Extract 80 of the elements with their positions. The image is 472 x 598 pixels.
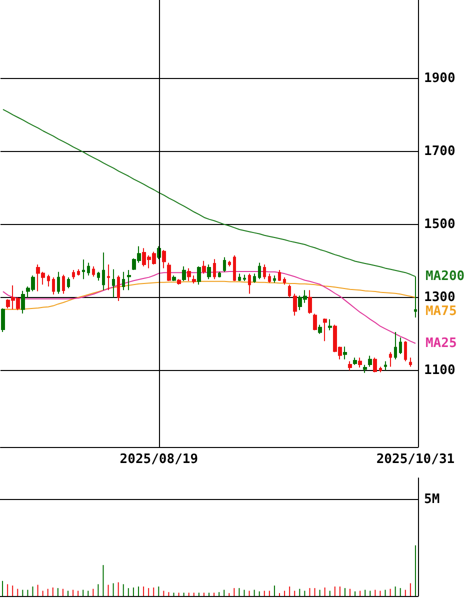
candlestick xyxy=(348,360,352,371)
candlestick xyxy=(52,276,55,295)
y-tick-label: 1300 xyxy=(424,290,456,305)
candlestick xyxy=(182,266,186,282)
y-tick-label: 1100 xyxy=(424,362,456,378)
candlestick xyxy=(414,276,417,318)
candlestick xyxy=(77,268,80,276)
candlestick xyxy=(228,260,231,267)
candlestick xyxy=(248,273,251,294)
candlestick xyxy=(323,318,327,342)
candlestick xyxy=(102,252,105,291)
candlestick xyxy=(112,268,115,298)
x-tick-label: 2025/08/19 xyxy=(120,452,198,467)
candlestick xyxy=(167,262,171,282)
candlestick xyxy=(92,266,95,278)
candlestick xyxy=(187,268,191,282)
candlestick xyxy=(384,360,387,371)
candlestick xyxy=(192,275,196,284)
candlestick xyxy=(363,364,367,374)
candlestick xyxy=(197,266,201,286)
candlestick xyxy=(243,274,246,282)
candlestick xyxy=(368,355,372,368)
candlestick xyxy=(97,271,100,282)
candlestick xyxy=(238,273,241,282)
candlestick xyxy=(409,357,412,368)
candlestick xyxy=(394,332,397,360)
candlestick xyxy=(57,271,60,294)
candlestick xyxy=(218,271,221,278)
candlestick xyxy=(127,270,131,291)
candlestick xyxy=(202,260,206,274)
candlestick xyxy=(162,249,166,269)
candlestick xyxy=(87,262,90,276)
candlestick xyxy=(308,290,312,314)
series-label: MA200 xyxy=(425,269,465,284)
candlestick xyxy=(223,256,226,272)
candlestick xyxy=(1,308,5,333)
y-tick-label: 1700 xyxy=(424,144,456,159)
candlestick xyxy=(404,340,407,362)
candlestick xyxy=(278,270,281,282)
candlestick xyxy=(358,357,362,368)
candlestick xyxy=(177,278,181,286)
y-tick-label: 1900 xyxy=(424,70,456,86)
candlestick xyxy=(82,258,85,280)
candlestick xyxy=(21,290,25,314)
candlestick xyxy=(117,275,120,302)
candlestick xyxy=(268,273,271,284)
candlestick xyxy=(273,275,276,284)
candlestick xyxy=(233,254,236,282)
candlestick xyxy=(263,264,266,280)
candlestick xyxy=(72,270,75,280)
candlestick xyxy=(288,284,291,298)
candlestick xyxy=(122,271,125,291)
candlestick xyxy=(313,313,317,331)
candlestick xyxy=(107,264,110,291)
candlestick xyxy=(258,262,261,280)
candlestick xyxy=(283,276,286,286)
candlestick xyxy=(253,273,256,284)
candlestick xyxy=(318,324,322,334)
y-tick-label: 1500 xyxy=(424,216,456,232)
y-tick-label: 5M xyxy=(424,492,440,507)
candlestick xyxy=(399,337,402,354)
candlestick xyxy=(293,293,297,316)
series-label: MA25 xyxy=(425,336,457,351)
candlestick xyxy=(172,275,176,282)
candlestick xyxy=(213,258,216,280)
candlestick xyxy=(379,366,382,373)
candlestick xyxy=(207,264,211,280)
x-tick-label: 2025/10/31 xyxy=(376,452,455,467)
candlestick xyxy=(389,352,392,368)
series-label: MA75 xyxy=(425,304,457,319)
line-series xyxy=(2,280,416,310)
candlestick xyxy=(62,274,65,294)
candlestick xyxy=(353,357,357,366)
candlestick xyxy=(373,357,377,373)
line-series xyxy=(2,108,416,278)
line-series xyxy=(2,270,416,344)
candlestick xyxy=(328,318,332,331)
candlestick xyxy=(67,276,70,289)
candlestick xyxy=(343,346,347,360)
candlestick xyxy=(47,274,50,287)
